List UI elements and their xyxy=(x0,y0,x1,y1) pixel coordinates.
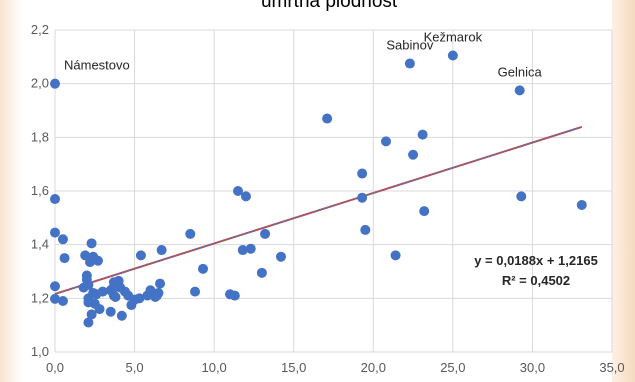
data-point xyxy=(275,251,286,262)
data-point xyxy=(185,228,196,239)
data-point xyxy=(59,253,70,264)
data-point xyxy=(233,186,244,196)
data-point xyxy=(92,255,103,266)
data-point xyxy=(57,296,68,307)
background-left-edge xyxy=(0,0,22,382)
y-tick-label: 1,8 xyxy=(31,129,49,144)
data-point xyxy=(57,234,68,245)
data-point xyxy=(390,250,401,261)
data-point xyxy=(381,136,392,147)
x-tick-label: 25,0 xyxy=(440,360,465,375)
data-point xyxy=(156,245,167,256)
data-point xyxy=(151,290,162,301)
data-point xyxy=(237,245,248,256)
data-point xyxy=(240,191,251,202)
data-point xyxy=(357,192,368,203)
data-point xyxy=(245,243,256,254)
data-point xyxy=(155,278,166,289)
x-tick-label: 20,0 xyxy=(361,360,386,375)
data-points xyxy=(50,50,587,328)
y-tick-label: 1,6 xyxy=(31,183,49,198)
annotation-label: Námestovo xyxy=(64,58,130,73)
data-point xyxy=(110,291,121,302)
x-tick-label: 15,0 xyxy=(281,360,306,375)
data-point xyxy=(419,206,430,217)
data-point xyxy=(360,224,371,235)
data-point xyxy=(190,286,201,297)
x-tick-label: 30,0 xyxy=(520,360,545,375)
data-point xyxy=(404,58,415,69)
data-point xyxy=(83,279,94,290)
data-point xyxy=(198,263,209,274)
data-point xyxy=(86,309,97,320)
data-point xyxy=(357,168,368,179)
y-tick-label: 1,2 xyxy=(31,290,49,305)
x-axis-ticks: 0,0 5,0 10,0 15,0 20,0 25,0 30,0 35,0 xyxy=(46,360,625,375)
background-right-edge xyxy=(612,0,635,382)
annotation-label: Kežmarok xyxy=(424,29,483,44)
data-point xyxy=(516,191,527,202)
data-point xyxy=(50,78,60,89)
data-point xyxy=(50,194,60,205)
data-point xyxy=(322,113,333,124)
y-tick-label: 1,0 xyxy=(31,344,49,359)
data-point xyxy=(50,281,60,292)
data-point xyxy=(134,293,145,304)
data-point xyxy=(97,286,108,297)
x-tick-label: 0,0 xyxy=(46,360,64,375)
data-point xyxy=(116,310,127,321)
data-point xyxy=(105,306,116,317)
data-point xyxy=(260,228,271,239)
annotation-label: Gelnica xyxy=(498,64,543,79)
y-tick-label: 1,4 xyxy=(31,237,49,252)
annotation-label: Sabinov xyxy=(386,38,433,53)
data-point xyxy=(417,129,428,140)
data-point xyxy=(50,227,60,238)
data-point xyxy=(447,50,458,61)
data-point xyxy=(576,199,587,210)
data-point xyxy=(50,293,60,304)
data-point xyxy=(514,85,525,96)
y-tick-label: 2,0 xyxy=(31,76,49,91)
chart-title: umrtná plodnosť xyxy=(261,0,400,12)
y-axis-ticks: 1,0 1,2 1,4 1,6 1,8 2,0 2,2 xyxy=(31,22,49,359)
x-tick-label: 5,0 xyxy=(126,360,144,375)
data-point xyxy=(256,267,267,278)
data-point xyxy=(83,317,94,328)
x-tick-label: 35,0 xyxy=(599,360,624,375)
data-point xyxy=(89,298,100,309)
y-tick-label: 2,2 xyxy=(31,22,49,37)
data-point xyxy=(86,238,97,249)
data-point xyxy=(408,149,419,160)
trendline-r-squared: R² = 0,4502 xyxy=(502,273,570,288)
data-point xyxy=(135,250,146,261)
data-point xyxy=(229,290,240,301)
x-tick-label: 10,0 xyxy=(201,360,226,375)
trendline-dots xyxy=(54,126,583,295)
trendline-equation: y = 0,0188x + 1,2165 xyxy=(474,253,598,268)
trendline xyxy=(54,125,583,295)
